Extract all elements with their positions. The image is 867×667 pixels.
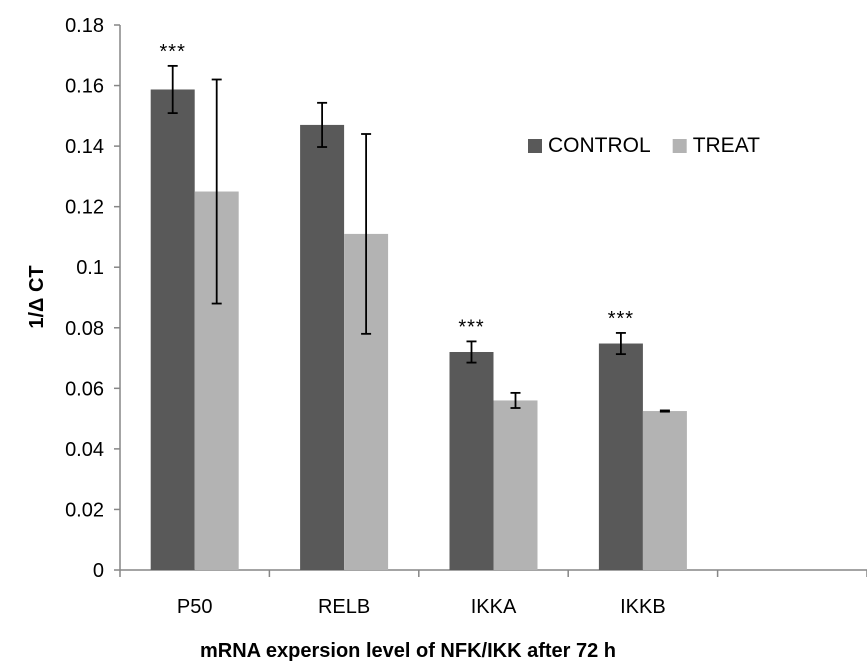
legend-swatch <box>528 139 542 153</box>
annotations: *** *** *** <box>160 41 634 339</box>
legend-label: CONTROL <box>548 134 651 157</box>
y-tick-label: 0.1 <box>76 257 104 279</box>
x-tick-label: IKKB <box>620 596 666 618</box>
legend: CONTROL TREAT <box>528 134 760 157</box>
axes: 0 0.02 0.04 0.06 0.08 0.1 0.12 0.14 0.16 0.18 P50 R… <box>65 15 867 618</box>
y-tick-label: 0.14 <box>65 136 104 158</box>
x-tick-label: IKKA <box>471 596 517 618</box>
bar-control <box>449 352 494 570</box>
y-tick-label: 0.08 <box>65 318 104 340</box>
bar-treat <box>493 400 538 570</box>
y-tick-label: 0.04 <box>65 439 104 461</box>
x-axis-title: mRNA expersion level of NFK/IKK after 72… <box>200 640 616 662</box>
y-tick-label: 0 <box>93 560 104 582</box>
y-tick-label: 0.06 <box>65 378 104 400</box>
y-axis-title: 1/Δ CT <box>26 265 48 328</box>
bar-treat <box>642 411 687 570</box>
error-bars <box>167 64 670 413</box>
bars <box>150 89 687 571</box>
bar-control <box>300 124 345 571</box>
y-tick-label: 0.18 <box>65 15 104 37</box>
y-tick-label: 0.12 <box>65 197 104 219</box>
bar-control <box>150 89 195 570</box>
x-tick-label: RELB <box>318 596 370 618</box>
legend-swatch <box>672 139 687 153</box>
significance-label: *** <box>608 308 634 330</box>
y-tick-label: 0.02 <box>65 499 104 521</box>
x-tick-label: P50 <box>177 596 213 618</box>
legend-label: TREAT <box>693 134 760 157</box>
significance-label: *** <box>458 316 484 338</box>
y-tick-label: 0.16 <box>65 76 104 98</box>
significance-label: *** <box>160 41 186 63</box>
bar-control <box>598 343 643 570</box>
